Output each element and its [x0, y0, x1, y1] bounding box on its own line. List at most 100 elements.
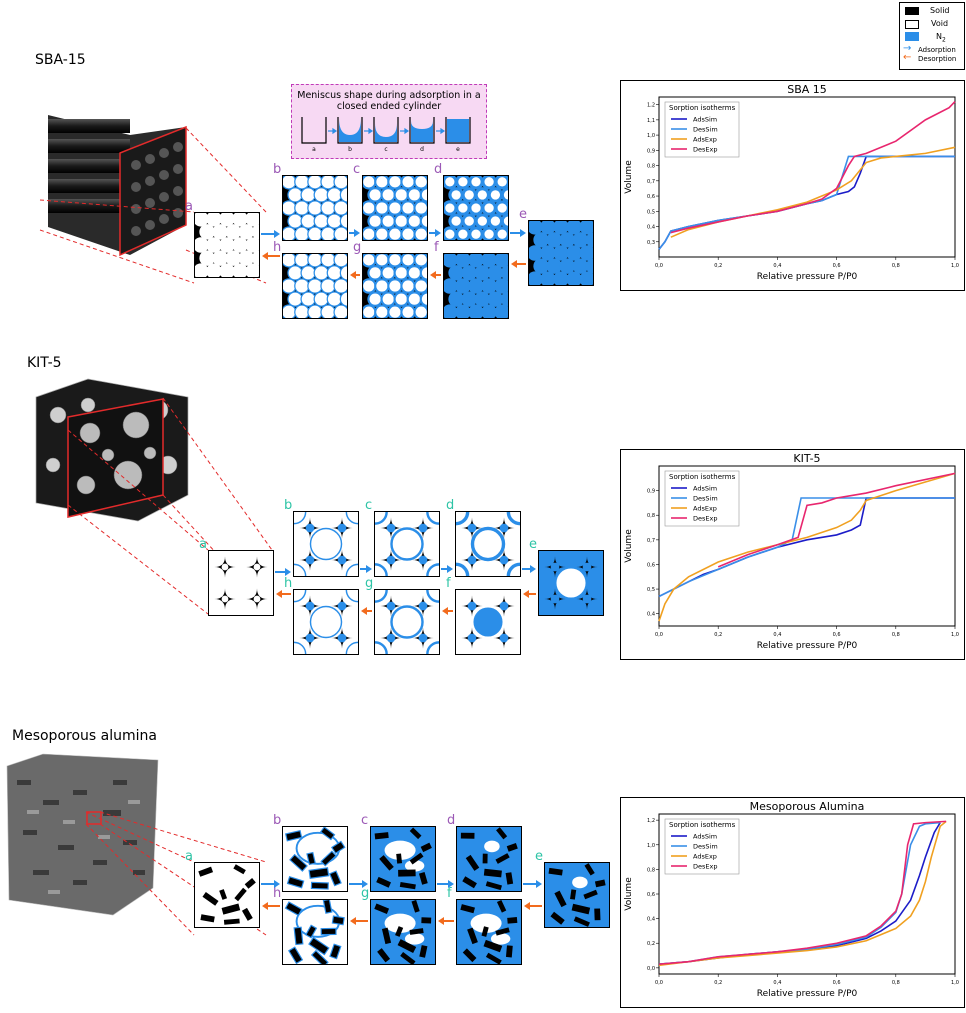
chart-panel-alumina: Mesoporous Alumina 0,0 0,2 0,4 0,6 0,8 1,0 0,0 0…	[620, 797, 965, 1008]
key-adsorption-label: Adsorption	[918, 46, 956, 54]
y-tick-label: 0,8	[647, 513, 655, 519]
stage-image-1-h	[294, 590, 358, 654]
y-tick-label: 1,2	[647, 818, 655, 824]
y-tick-label: 0,9	[647, 489, 655, 495]
chart-kit5: KIT-5 0,0 0,2 0,4 0,6 0,8 1,0 0,4 0,5 0,6 0,7 0,8 0,…	[624, 452, 959, 651]
key-void-label: Void	[931, 19, 949, 28]
stage-tile-0-g	[362, 253, 428, 319]
series-line-AdsExp	[658, 820, 947, 967]
stage-label-1-h: h	[284, 576, 293, 591]
y-tick-label: 0,4	[647, 612, 655, 618]
stage-tile-1-d	[455, 511, 521, 577]
stage-image-1-a	[209, 551, 273, 615]
legend-entry: DesExp	[693, 515, 717, 523]
stage-tile-2-f	[456, 899, 522, 965]
stage-label-2-g: g	[361, 886, 370, 901]
y-tick-label: 0,5	[647, 587, 655, 593]
legend-entry: DesSim	[693, 495, 718, 503]
key-n2-swatch	[905, 32, 919, 41]
stage-label-0-g: g	[353, 240, 362, 255]
stage-tile-1-a	[208, 550, 274, 616]
legend-title: Sorption isotherms	[669, 104, 736, 112]
stage-tile-1-e	[538, 550, 604, 616]
stage-image-2-a	[195, 863, 259, 927]
chart-panel-sba15: SBA 15 0,0 0,2 0,4 0,6 0,8 1,0 0,3 0,4 0,5 0,6 0,7 0…	[620, 80, 965, 291]
section-title-alumina: Mesoporous alumina	[12, 728, 157, 744]
stage-tile-2-e	[544, 862, 610, 928]
x-tick-label: 0,8	[892, 632, 900, 638]
stage-label-0-e: e	[519, 207, 527, 222]
chart-title: SBA 15	[787, 83, 827, 96]
x-tick-label: 0,6	[833, 263, 841, 269]
y-tick-label: 0,3	[647, 240, 655, 246]
stage-image-0-e	[529, 221, 593, 285]
meniscus-title-line1: Meniscus shape during adsorption in a	[297, 90, 481, 101]
x-tick-label: 0,4	[773, 632, 781, 638]
chart-legend: Sorption isotherms AdsSim DesSim AdsExp DesE…	[664, 470, 740, 527]
stage-label-2-e: e	[535, 849, 543, 864]
plot-area	[658, 465, 956, 627]
stage-label-0-a: a	[185, 199, 193, 214]
series-line-DesExp	[717, 472, 956, 568]
key-solid-swatch	[905, 7, 919, 15]
stage-tile-1-h	[293, 589, 359, 655]
key-n2-label: N2	[936, 32, 946, 44]
chart-alumina: Mesoporous Alumina 0,0 0,2 0,4 0,6 0,8 1,0 0,0 0…	[624, 800, 959, 999]
y-tick-label: 0,2	[647, 941, 655, 947]
legend-entry: AdsSim	[693, 116, 717, 124]
plot-area	[658, 96, 956, 258]
stage-tile-2-c	[370, 826, 436, 892]
key-solid-label: Solid	[930, 6, 950, 15]
series-line-AdsExp	[658, 472, 956, 622]
y-tick-label: 1,0	[647, 843, 655, 849]
meniscus-step-b: b	[348, 146, 352, 153]
y-tick-label: 0,6	[647, 194, 655, 200]
stage-image-2-g	[371, 900, 435, 964]
legend-title: Sorption isotherms	[669, 473, 736, 481]
meniscus-box: Meniscus shape during adsorption in a cl…	[291, 84, 487, 159]
y-tick-label: 0,8	[647, 867, 655, 873]
x-tick-label: 1,0	[951, 263, 959, 269]
alumina-3d-model	[6, 753, 159, 916]
stage-label-1-d: d	[446, 498, 455, 513]
stage-label-1-b: b	[284, 498, 293, 513]
stage-image-1-d	[456, 512, 520, 576]
stage-tile-0-d	[443, 175, 509, 241]
legend-entry: DesExp	[693, 146, 717, 154]
stage-tile-2-g	[370, 899, 436, 965]
x-tick-label: 0,4	[773, 263, 781, 269]
stage-image-2-b	[283, 827, 347, 891]
key-desorption-label: Desorption	[918, 55, 957, 63]
kit5-3d-model	[35, 378, 189, 522]
stage-image-0-f	[444, 254, 508, 318]
x-axis-label: Relative pressure P/P0	[757, 641, 858, 651]
x-tick-label: 0,0	[655, 980, 663, 986]
stage-label-1-g: g	[365, 576, 374, 591]
stage-image-2-d	[457, 827, 521, 891]
meniscus-step-d: d	[420, 146, 424, 153]
y-tick-label: 0,7	[647, 179, 655, 185]
meniscus-step-e: e	[456, 146, 460, 153]
legend-entry: AdsExp	[693, 505, 717, 513]
stage-label-1-c: c	[365, 498, 373, 513]
stage-label-2-d: d	[447, 813, 456, 828]
stage-image-1-f	[456, 590, 520, 654]
stage-tile-0-h	[282, 253, 348, 319]
y-tick-label: 0,5	[647, 209, 655, 215]
y-tick-label: 0,8	[647, 164, 655, 170]
stage-label-0-h: h	[273, 240, 282, 255]
stage-image-2-e	[545, 863, 609, 927]
y-tick-label: 0,7	[647, 538, 655, 544]
stage-tile-2-a	[194, 862, 260, 928]
stage-image-2-c	[371, 827, 435, 891]
stage-tile-2-h	[282, 899, 348, 965]
stage-tile-0-e	[528, 220, 594, 286]
chart-title: KIT-5	[793, 452, 820, 465]
y-tick-label: 0,0	[647, 966, 655, 972]
stage-image-1-e	[539, 551, 603, 615]
legend-title: Sorption isotherms	[669, 821, 736, 829]
y-tick-label: 0,6	[647, 562, 655, 568]
stage-tile-0-a	[194, 212, 260, 278]
stage-image-0-g	[363, 254, 427, 318]
stage-label-0-f: f	[434, 240, 439, 255]
